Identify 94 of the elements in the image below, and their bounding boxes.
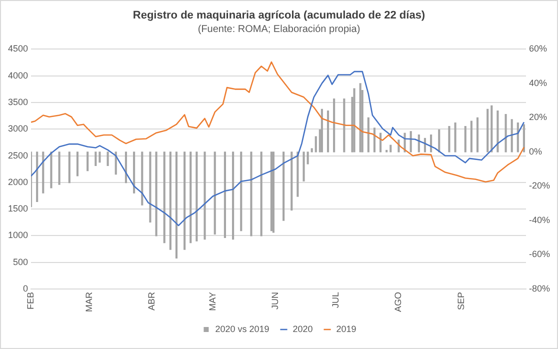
y2-tick-label: 60%: [528, 44, 548, 54]
bar: [296, 152, 299, 197]
bar: [510, 119, 513, 152]
y2-tick-label: -80%: [528, 283, 550, 294]
y2-tick-label: -40%: [528, 214, 550, 225]
bar: [390, 144, 392, 152]
bar: [353, 88, 356, 152]
bar: [250, 152, 252, 236]
bar: [175, 152, 178, 258]
bar: [124, 152, 128, 184]
bar: [504, 114, 507, 152]
y-tick-label: 1500: [8, 204, 28, 214]
y2-tick-label: -60%: [528, 249, 550, 260]
bar: [68, 152, 70, 184]
bar: [94, 152, 97, 166]
y-tick-label: 4000: [8, 70, 28, 80]
bar: [470, 120, 472, 152]
bar: [326, 110, 330, 152]
y-tick-label: 2000: [8, 176, 28, 187]
bar: [232, 152, 234, 240]
bar: [98, 152, 101, 163]
x-tick-label: FEB: [26, 292, 36, 310]
bar: [141, 152, 144, 206]
bar: [204, 152, 206, 240]
bar: [522, 124, 525, 152]
bar: [314, 136, 317, 152]
y-tick-label: 4500: [8, 44, 28, 54]
y2-tick-label: -20%: [528, 180, 550, 191]
bar: [496, 110, 499, 152]
bar: [333, 98, 336, 152]
y-tick-label: 500: [12, 256, 28, 267]
bar: [149, 152, 152, 223]
legend-label: 2020: [292, 324, 313, 334]
bar: [86, 152, 89, 172]
x-tick-label: ABR: [146, 292, 157, 311]
x-tick-label: MAY: [207, 292, 218, 311]
y2-tick-label: 40%: [528, 78, 548, 88]
y-tick-label: 3000: [8, 124, 28, 134]
bar: [240, 152, 242, 232]
bar: [190, 152, 192, 244]
bar: [282, 152, 285, 221]
x-tick-label: JUL: [330, 292, 341, 308]
bar: [486, 108, 489, 152]
y-tick-label: 2500: [8, 150, 28, 160]
chart-title: Registro de maquinaria agrícola (acumulado de 22 días): [132, 10, 426, 22]
bar: [163, 152, 166, 244]
bar: [270, 152, 272, 232]
bar: [302, 152, 305, 182]
bar: [448, 126, 450, 152]
bar: [306, 152, 309, 164]
bar: [214, 152, 216, 235]
bar: [184, 152, 186, 250]
bar: [224, 152, 226, 238]
bar: [490, 105, 493, 152]
bar: [272, 152, 274, 233]
bar: [373, 128, 376, 152]
bar: [58, 152, 60, 185]
x-tick-label: SEP: [456, 292, 466, 310]
bar: [169, 152, 172, 250]
bar: [418, 134, 420, 152]
bar: [42, 152, 44, 194]
y-tick-label: 0: [23, 283, 28, 294]
legend-label: 2020 vs 2019: [215, 324, 270, 334]
bar: [310, 148, 313, 152]
y2-tick-label: 0%: [528, 146, 542, 156]
bar: [320, 108, 323, 152]
bar: [454, 122, 456, 152]
x-tick-label: AGO: [393, 292, 404, 312]
chart-subtitle: (Fuente: ROMA; Elaboración propia): [198, 24, 360, 35]
bar: [196, 152, 198, 242]
bar: [359, 83, 362, 152]
bar: [50, 152, 52, 188]
bar: [36, 152, 38, 202]
bar: [106, 152, 109, 166]
bar: [430, 134, 432, 152]
legend-label: 2019: [336, 324, 356, 334]
bar: [290, 152, 293, 211]
bar: [464, 126, 466, 152]
x-tick-label: JUN: [270, 292, 280, 310]
y-tick-label: 3500: [8, 96, 28, 107]
bar: [155, 152, 158, 236]
bar: [343, 98, 346, 152]
bar: [260, 152, 262, 236]
y2-tick-label: 20%: [528, 112, 548, 122]
bar: [386, 150, 388, 152]
bar: [516, 122, 519, 152]
x-tick-label: MAR: [84, 291, 94, 312]
bar: [133, 152, 136, 194]
bar: [76, 152, 79, 176]
bar: [438, 129, 440, 152]
bar: [410, 131, 412, 152]
bar: [476, 117, 479, 152]
y-tick-label: 1000: [8, 230, 28, 240]
bar: [367, 117, 370, 152]
